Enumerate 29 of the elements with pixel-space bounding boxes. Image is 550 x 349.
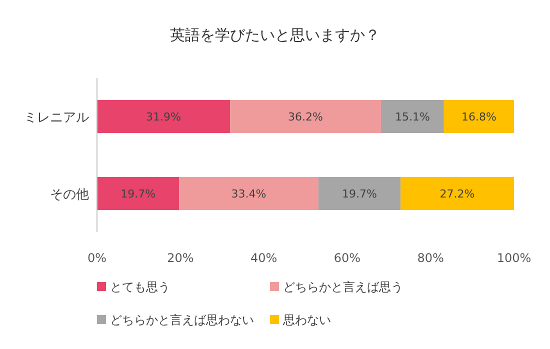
data-label: 15.1% [394, 110, 430, 124]
data-label: 36.2% [288, 110, 323, 124]
legend-label: とても思う [110, 280, 170, 294]
bar [380, 100, 444, 133]
x-tick-label: 40% [250, 251, 278, 265]
data-label: 27.2% [440, 188, 475, 200]
bar [318, 177, 401, 210]
bar [179, 177, 318, 210]
bar [97, 100, 230, 133]
bar [444, 100, 514, 133]
y-tick-label: その他 [50, 188, 89, 202]
x-tick-label: 60% [334, 251, 361, 265]
data-label: 31.9% [146, 110, 181, 124]
legend-label: どちらかと言えば思う [283, 280, 403, 294]
legend-label: どちらかと言えば思わない [110, 313, 254, 327]
x-tick-label: 0% [87, 251, 107, 265]
y-tick-label: ミレニアル [24, 110, 89, 126]
x-tick-label: 20% [167, 251, 194, 265]
data-label: 19.7% [342, 188, 377, 200]
data-label: 16.8% [461, 110, 496, 124]
bar [230, 100, 381, 133]
x-tick-label: 100% [496, 251, 532, 265]
bar [97, 177, 180, 210]
data-label: 19.7% [120, 188, 156, 200]
data-label: 33.4% [231, 188, 266, 200]
legend-label: 思わない [282, 313, 331, 327]
bar [400, 177, 514, 210]
x-tick-label: 80% [417, 251, 444, 265]
title: 英語を学びたいと思いますか？ [170, 26, 380, 44]
